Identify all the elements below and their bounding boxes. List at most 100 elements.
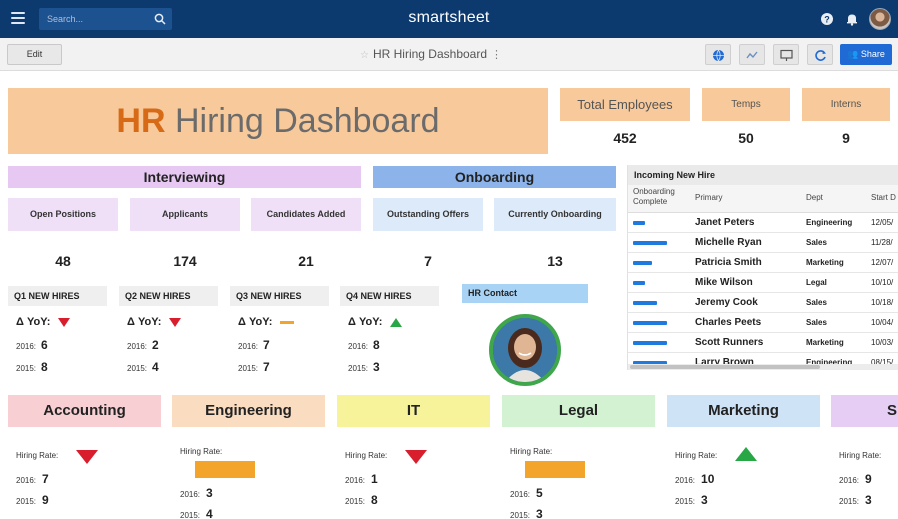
column-header-dept[interactable]: Dept — [806, 193, 823, 202]
table-row[interactable]: Scott Runners Marketing 10/03/ — [628, 333, 898, 353]
cell-dept[interactable]: Engineering — [806, 218, 853, 227]
quarter-2015-value: 7 — [263, 360, 270, 374]
kpi-currently-onboarding-value: 13 — [547, 253, 563, 269]
quarter-2015-row: 2015: 3 — [348, 360, 380, 374]
kpi-candidates-added-value: 21 — [298, 253, 314, 269]
column-header-complete[interactable]: Onboarding Complete — [633, 187, 675, 206]
interns-label: Interns — [802, 88, 890, 121]
cell-dept[interactable]: Sales — [806, 298, 827, 307]
column-header-start[interactable]: Start D — [871, 193, 896, 202]
table-row[interactable]: Patricia Smith Marketing 12/07/ — [628, 253, 898, 273]
quarter-2015-row: 2015: 8 — [16, 360, 48, 374]
table-row[interactable]: Charles Peets Sales 10/04/ — [628, 313, 898, 333]
activity-chart-icon — [746, 51, 758, 59]
cell-start[interactable]: 12/07/ — [871, 258, 894, 267]
cell-dept[interactable]: Engineering — [806, 358, 853, 367]
cell-dept[interactable]: Marketing — [806, 338, 844, 347]
quarter-2016-value: 6 — [41, 338, 48, 352]
search-icon[interactable] — [154, 13, 166, 25]
notification-bell-icon[interactable] — [845, 12, 859, 26]
cell-start[interactable]: 10/18/ — [871, 298, 894, 307]
department-header: Engineering — [172, 395, 325, 427]
onboarding-progress-fill — [633, 261, 653, 265]
more-options-icon[interactable]: ⋮ — [491, 49, 503, 61]
cell-dept[interactable]: Marketing — [806, 258, 844, 267]
cell-primary[interactable]: Janet Peters — [695, 217, 755, 228]
table-row[interactable]: Janet Peters Engineering 12/05/ — [628, 213, 898, 233]
help-icon[interactable]: ? — [820, 12, 834, 26]
trend-down-icon — [169, 317, 182, 327]
hamburger-menu-icon[interactable] — [11, 12, 25, 24]
cell-primary[interactable]: Jeremy Cook — [695, 297, 758, 308]
favorite-star-icon[interactable]: ☆ — [360, 50, 369, 61]
user-avatar[interactable] — [869, 8, 891, 30]
quarter-2016-value: 7 — [263, 338, 270, 352]
department-header: Accounting — [8, 395, 161, 427]
onboarding-progress-fill — [633, 221, 645, 225]
svg-text:?: ? — [824, 15, 830, 25]
table-body: Janet Peters Engineering 12/05/ Michelle… — [628, 213, 898, 370]
hiring-rate-label: Hiring Rate: — [180, 447, 223, 456]
cell-start[interactable]: 11/28/ — [871, 238, 893, 247]
quarter-2015-value: 3 — [373, 360, 380, 374]
onboarding-progress — [633, 221, 681, 225]
cell-start[interactable]: 12/05/ — [871, 218, 894, 227]
kpi-outstanding-offers-label: Outstanding Offers — [373, 198, 483, 231]
cell-dept[interactable]: Legal — [806, 278, 827, 287]
cell-primary[interactable]: Michelle Ryan — [695, 237, 762, 248]
cell-primary[interactable]: Mike Wilson — [695, 277, 753, 288]
incoming-new-hire-table: Incoming New Hire Onboarding Complete Pr… — [627, 165, 898, 370]
quarter-card-title: Q1 NEW HIRES — [8, 286, 107, 306]
onboarding-progress-fill — [633, 241, 667, 245]
interns-value: 9 — [842, 130, 850, 146]
department-2016-row: 2016: 5 — [510, 486, 543, 500]
department-2016-value: 9 — [865, 472, 872, 486]
cell-start[interactable]: 10/04/ — [871, 318, 894, 327]
department-header: IT — [337, 395, 490, 427]
top-navigation-bar: smartsheet ? — [0, 0, 898, 38]
activity-button[interactable] — [739, 44, 765, 65]
hiring-rate-label: Hiring Rate: — [345, 451, 388, 460]
publish-button[interactable] — [705, 44, 731, 65]
table-row[interactable]: Mike Wilson Legal 10/10/ — [628, 273, 898, 293]
share-button[interactable]: 👥 Share — [840, 44, 892, 65]
monitor-icon — [780, 49, 793, 61]
table-row[interactable]: Michelle Ryan Sales 11/28/ — [628, 233, 898, 253]
table-header: Onboarding Complete Primary Dept Start D — [628, 185, 898, 213]
department-2016-row: 2016: 3 — [180, 486, 213, 500]
kpi-applicants-label: Applicants — [130, 198, 240, 231]
department-2015-value: 3 — [701, 493, 708, 507]
department-2016-row: 2016: 1 — [345, 472, 378, 486]
table-row[interactable]: Larry Brown Engineering 08/15/ — [628, 353, 898, 370]
column-header-primary[interactable]: Primary — [695, 193, 723, 202]
cell-dept[interactable]: Sales — [806, 238, 827, 247]
cell-dept[interactable]: Sales — [806, 318, 827, 327]
edit-button[interactable]: Edit — [7, 44, 62, 65]
search-box[interactable] — [39, 8, 172, 30]
quarter-card-title: Q4 NEW HIRES — [340, 286, 439, 306]
refresh-button[interactable] — [807, 44, 833, 65]
trend-up-icon — [735, 447, 757, 461]
search-input[interactable] — [39, 8, 149, 30]
refresh-icon — [815, 50, 826, 61]
department-2015-value: 3 — [865, 493, 872, 507]
quarter-2015-row: 2015: 7 — [238, 360, 270, 374]
cell-primary[interactable]: Charles Peets — [695, 317, 762, 328]
cell-start[interactable]: 08/15/ — [871, 358, 894, 367]
cell-start[interactable]: 10/10/ — [871, 278, 894, 287]
department-2015-row: 2015: 8 — [345, 493, 378, 507]
trend-flat-bar — [525, 461, 585, 478]
table-row[interactable]: Jeremy Cook Sales 10/18/ — [628, 293, 898, 313]
onboarding-progress — [633, 241, 681, 245]
kpi-open-positions-label: Open Positions — [8, 198, 118, 231]
onboarding-header: Onboarding — [373, 166, 616, 188]
cell-primary[interactable]: Patricia Smith — [695, 257, 762, 268]
table-horizontal-scrollbar[interactable] — [628, 364, 898, 370]
present-button[interactable] — [773, 44, 799, 65]
hero-title-accent: HR — [116, 102, 166, 140]
cell-primary[interactable]: Larry Brown — [695, 357, 754, 368]
trend-down-icon — [405, 450, 427, 464]
cell-start[interactable]: 10/03/ — [871, 338, 894, 347]
trend-flat-bar — [195, 461, 255, 478]
cell-primary[interactable]: Scott Runners — [695, 337, 764, 348]
